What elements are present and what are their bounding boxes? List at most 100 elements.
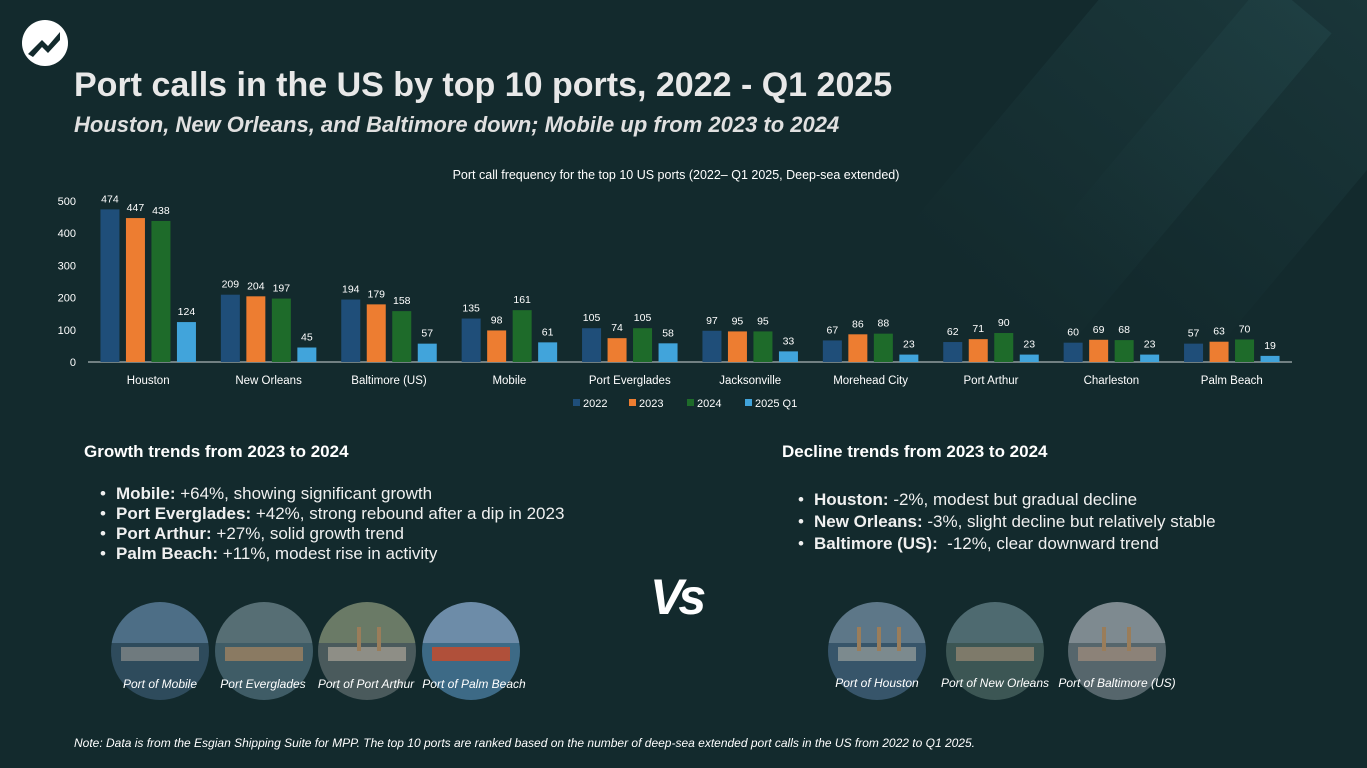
- legend-swatch: [687, 399, 694, 406]
- y-tick-label: 400: [58, 228, 76, 240]
- port-of-baltimore-photo: [1068, 602, 1166, 700]
- decline-list: Houston: -2%, modest but gradual decline…: [798, 489, 1216, 555]
- data-label: 70: [1239, 323, 1251, 335]
- x-tick-label: Houston: [127, 375, 170, 387]
- data-label: 33: [783, 335, 795, 347]
- bar: [366, 304, 386, 362]
- data-label: 209: [222, 279, 240, 291]
- data-label: 69: [1093, 324, 1105, 336]
- bar: [417, 343, 437, 362]
- list-item: Port Arthur: +27%, solid growth trend: [100, 524, 564, 544]
- data-label: 179: [367, 288, 385, 300]
- list-item: Port Everglades: +42%, strong rebound af…: [100, 504, 564, 524]
- growth-heading: Growth trends from 2023 to 2024: [84, 442, 349, 461]
- photo-caption: Port of Baltimore (US): [1058, 676, 1176, 690]
- y-tick-label: 100: [58, 325, 76, 337]
- list-item: Palm Beach: +11%, modest rise in activit…: [100, 544, 564, 564]
- data-label: 63: [1213, 326, 1225, 338]
- bar: [100, 209, 120, 362]
- port-name: Port Everglades:: [116, 504, 252, 523]
- port-name: New Orleans:: [814, 512, 923, 531]
- bar: [873, 333, 893, 362]
- bar: [1089, 339, 1109, 362]
- legend-label: 2024: [697, 398, 721, 410]
- port-name: Houston:: [814, 490, 889, 509]
- bar: [392, 311, 412, 362]
- vs-label: Vs: [650, 569, 706, 625]
- data-label: 97: [706, 315, 718, 327]
- bar: [487, 330, 507, 362]
- bar: [994, 333, 1014, 362]
- port-name: Port Arthur:: [116, 524, 212, 543]
- data-label: 204: [247, 280, 265, 292]
- data-label: 474: [101, 193, 119, 205]
- data-label: 86: [852, 318, 864, 330]
- bar: [848, 334, 868, 362]
- photo-caption: Port of Port Arthur: [317, 677, 415, 691]
- port-of-houston-photo: [828, 602, 926, 700]
- photo-caption: Port of Houston: [835, 676, 919, 690]
- data-label: 135: [462, 303, 480, 315]
- trend-text: -12%, clear downward trend: [937, 534, 1159, 553]
- bar: [822, 340, 842, 362]
- trend-text: +27%, solid growth trend: [211, 524, 405, 543]
- legend-swatch: [573, 399, 580, 406]
- y-tick-label: 200: [58, 293, 76, 305]
- bar: [341, 299, 361, 362]
- data-label: 45: [301, 332, 313, 344]
- y-tick-label: 300: [58, 260, 76, 272]
- trend-text: -2%, modest but gradual decline: [888, 490, 1138, 509]
- legend-swatch: [745, 399, 752, 406]
- trend-text: +64%, showing significant growth: [175, 484, 433, 503]
- bar: [1235, 339, 1255, 362]
- bar: [461, 318, 481, 362]
- data-label: 23: [903, 339, 915, 351]
- data-label: 95: [757, 315, 769, 327]
- port-calls-bar-chart: Port call frequency for the top 10 US po…: [58, 168, 1292, 410]
- trend-text: +42%, strong rebound after a dip in 2023: [251, 504, 565, 523]
- port-name: Palm Beach:: [116, 544, 219, 563]
- data-label: 98: [491, 314, 503, 326]
- data-label: 105: [583, 312, 601, 324]
- legend-label: 2023: [639, 398, 663, 410]
- bar: [727, 331, 747, 362]
- footnote: Note: Data is from the Esgian Shipping S…: [74, 736, 975, 750]
- legend-label: 2022: [583, 398, 607, 410]
- photo-caption: Port Everglades: [220, 677, 306, 691]
- bar: [1140, 354, 1160, 362]
- port-name: Mobile:: [116, 484, 176, 503]
- trend-text: +11%, modest rise in activity: [218, 544, 438, 563]
- x-tick-label: Baltimore (US): [351, 375, 427, 387]
- data-label: 438: [152, 205, 170, 217]
- data-label: 158: [393, 295, 411, 307]
- page-title: Port calls in the US by top 10 ports, 20…: [74, 66, 893, 104]
- x-tick-label: Palm Beach: [1201, 375, 1263, 387]
- photo-caption: Port of Mobile: [122, 677, 198, 691]
- legend-swatch: [629, 399, 636, 406]
- data-label: 58: [662, 327, 674, 339]
- bar: [702, 330, 722, 362]
- decline-heading: Decline trends from 2023 to 2024: [782, 442, 1048, 461]
- x-tick-label: Charleston: [1084, 375, 1140, 387]
- trend-text: -3%, slight decline but relatively stabl…: [922, 512, 1216, 531]
- bar: [271, 298, 291, 362]
- x-tick-label: New Orleans: [235, 375, 302, 387]
- data-label: 197: [273, 283, 291, 295]
- x-tick-label: Morehead City: [833, 375, 908, 387]
- data-label: 23: [1144, 339, 1156, 351]
- data-label: 124: [178, 306, 196, 318]
- chart-title: Port call frequency for the top 10 US po…: [453, 168, 900, 182]
- bar: [658, 343, 678, 362]
- page-subtitle: Houston, New Orleans, and Baltimore down…: [74, 112, 840, 137]
- y-tick-label: 0: [70, 357, 76, 369]
- bar: [1063, 342, 1083, 362]
- bar: [151, 220, 171, 362]
- data-label: 61: [542, 326, 554, 338]
- list-item: Houston: -2%, modest but gradual decline: [798, 489, 1216, 511]
- list-item: New Orleans: -3%, slight decline but rel…: [798, 511, 1216, 533]
- data-label: 67: [827, 324, 839, 336]
- data-label: 194: [342, 284, 360, 296]
- photo-caption: Port of Palm Beach: [422, 677, 526, 691]
- port-name: Baltimore (US):: [814, 534, 938, 553]
- bar: [633, 328, 653, 362]
